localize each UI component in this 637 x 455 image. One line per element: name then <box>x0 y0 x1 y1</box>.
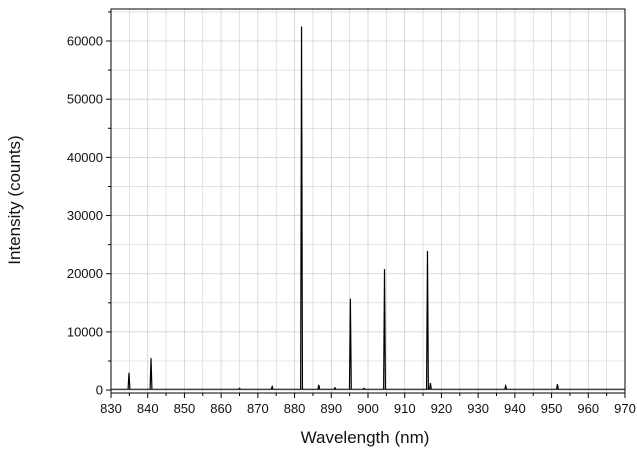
y-tick-label: 60000 <box>67 34 103 49</box>
x-tick-labels: 830 840 850 860 870 880 890 900 910 920 930 940 950 9… <box>100 401 636 416</box>
spectrum-peak <box>127 372 131 390</box>
spectrum-peak <box>333 386 337 390</box>
spectrum-peak <box>362 387 366 390</box>
x-tick-label: 830 <box>100 401 122 416</box>
spectrum-peak <box>317 384 321 390</box>
spectrum-peak <box>300 26 304 390</box>
y-tick-label: 0 <box>96 383 103 398</box>
spectrum-peak <box>383 269 387 390</box>
x-tick-label: 930 <box>467 401 489 416</box>
x-tick-label: 940 <box>504 401 526 416</box>
y-axis-label: Intensity (counts) <box>5 135 24 264</box>
x-tick-label: 850 <box>174 401 196 416</box>
y-tick-label: 50000 <box>67 92 103 107</box>
y-tick-label: 10000 <box>67 324 103 339</box>
y-tick-labels: 0 10000 20000 30000 40000 50000 60000 <box>67 34 103 398</box>
y-tick-label: 30000 <box>67 208 103 223</box>
x-tick-label: 860 <box>210 401 232 416</box>
spectrum-peak <box>348 298 352 390</box>
series-layer <box>111 26 625 390</box>
y-tick-label: 40000 <box>67 150 103 165</box>
spectrum-peak <box>428 383 432 390</box>
spectrum-peak <box>149 358 153 390</box>
x-tick-label: 890 <box>320 401 342 416</box>
x-tick-label: 910 <box>394 401 416 416</box>
spectrum-peak <box>555 384 559 390</box>
x-tick-label: 950 <box>541 401 563 416</box>
x-tick-label: 880 <box>284 401 306 416</box>
spectrum-peak <box>238 387 241 390</box>
y-tick-label: 20000 <box>67 266 103 281</box>
x-tick-label: 870 <box>247 401 269 416</box>
x-tick-label: 960 <box>577 401 599 416</box>
x-axis-label: Wavelength (nm) <box>301 428 430 447</box>
spectrum-peak <box>504 383 508 390</box>
x-tick-label: 970 <box>614 401 636 416</box>
grid <box>110 9 626 393</box>
axis-ticks <box>106 11 626 398</box>
x-tick-label: 920 <box>431 401 453 416</box>
spectrum-peak <box>270 384 274 390</box>
x-tick-label: 840 <box>137 401 159 416</box>
x-tick-label: 900 <box>357 401 379 416</box>
spectrum-peak <box>425 251 429 390</box>
